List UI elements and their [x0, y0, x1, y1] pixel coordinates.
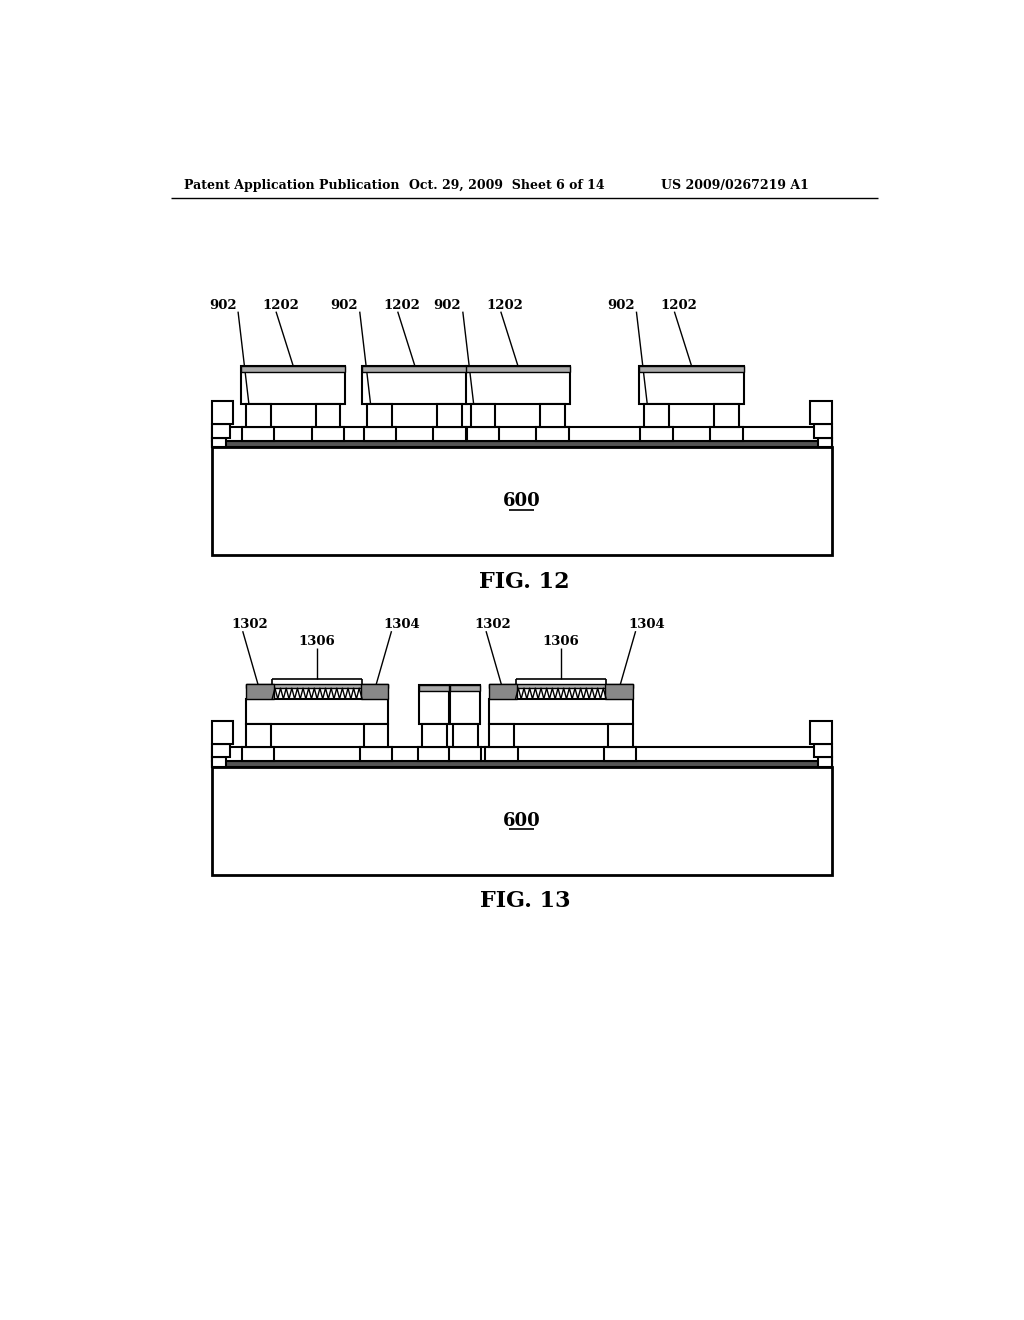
Bar	[489, 700, 633, 723]
Bar	[467, 428, 500, 441]
Bar	[489, 723, 514, 747]
Text: 1202: 1202	[262, 298, 299, 312]
Text: 902: 902	[607, 298, 635, 312]
Bar	[212, 743, 229, 758]
Bar	[242, 428, 274, 441]
Text: Patent Application Publication: Patent Application Publication	[183, 178, 399, 191]
Text: 1202: 1202	[384, 298, 421, 312]
Bar	[212, 760, 831, 767]
Bar	[607, 723, 633, 747]
Bar	[246, 404, 270, 428]
Bar	[810, 721, 831, 743]
Bar	[818, 438, 831, 447]
Text: 1304: 1304	[384, 618, 421, 631]
Text: 1306: 1306	[299, 635, 336, 648]
Bar	[246, 684, 388, 688]
Text: 600: 600	[503, 492, 541, 510]
Text: 902: 902	[331, 298, 358, 312]
Bar	[212, 447, 831, 554]
Bar	[362, 366, 467, 372]
Bar	[639, 366, 743, 372]
Bar	[315, 404, 340, 428]
Text: 1304: 1304	[628, 618, 665, 631]
Bar	[212, 441, 831, 447]
Bar	[422, 723, 446, 747]
Bar	[639, 366, 743, 404]
Bar	[489, 684, 633, 688]
Bar	[212, 401, 233, 424]
Bar	[212, 721, 233, 743]
Bar	[212, 758, 225, 767]
Bar	[640, 428, 673, 441]
Bar	[449, 747, 481, 760]
Bar	[359, 747, 392, 760]
Bar	[364, 428, 396, 441]
Bar	[241, 366, 345, 372]
Text: 1302: 1302	[231, 618, 268, 631]
Bar	[471, 404, 496, 428]
Bar	[451, 685, 480, 723]
Bar	[466, 366, 570, 372]
Bar	[242, 747, 274, 760]
Bar	[814, 743, 831, 758]
Text: FIG. 12: FIG. 12	[479, 572, 570, 593]
Text: FIG. 13: FIG. 13	[479, 891, 570, 912]
Bar	[710, 428, 742, 441]
Text: 902: 902	[209, 298, 237, 312]
Bar	[212, 747, 831, 760]
Bar	[246, 684, 273, 700]
Bar	[453, 723, 477, 747]
Bar	[604, 684, 633, 700]
Bar	[364, 723, 388, 747]
Bar	[466, 366, 570, 404]
Text: 1202: 1202	[660, 298, 697, 312]
Bar	[241, 366, 345, 404]
Bar	[420, 685, 449, 692]
Bar	[212, 424, 229, 438]
Bar	[360, 684, 388, 700]
Bar	[604, 747, 636, 760]
Bar	[810, 401, 831, 424]
Text: 1302: 1302	[474, 618, 511, 631]
Bar	[814, 424, 831, 438]
Bar	[437, 404, 462, 428]
Bar	[212, 428, 831, 441]
Bar	[433, 428, 466, 441]
Bar	[418, 747, 451, 760]
Bar	[311, 428, 344, 441]
Bar	[818, 758, 831, 767]
Bar	[485, 747, 518, 760]
Bar	[246, 700, 388, 723]
Text: Oct. 29, 2009  Sheet 6 of 14: Oct. 29, 2009 Sheet 6 of 14	[409, 178, 604, 191]
Bar	[420, 685, 449, 723]
Bar	[541, 404, 565, 428]
Bar	[212, 438, 225, 447]
Bar	[246, 723, 270, 747]
Text: 1202: 1202	[486, 298, 523, 312]
Bar	[368, 404, 392, 428]
Text: 600: 600	[503, 812, 541, 829]
Bar	[362, 366, 467, 404]
Text: 902: 902	[433, 298, 461, 312]
Bar	[489, 684, 517, 700]
Bar	[537, 428, 569, 441]
Bar	[714, 404, 738, 428]
Text: 1306: 1306	[543, 635, 580, 648]
Bar	[212, 767, 831, 875]
Text: US 2009/0267219 A1: US 2009/0267219 A1	[662, 178, 809, 191]
Bar	[644, 404, 669, 428]
Bar	[451, 685, 480, 692]
